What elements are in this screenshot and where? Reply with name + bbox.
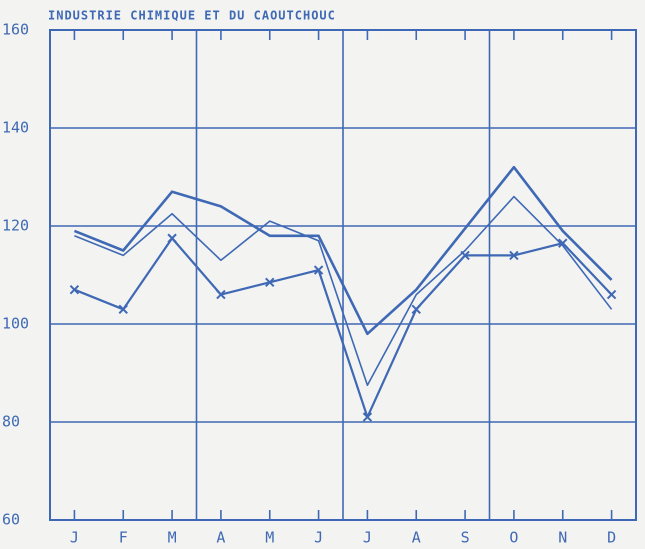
x-marker [265, 277, 275, 288]
x-tick-label: N [558, 529, 567, 547]
x-marker [118, 304, 128, 315]
x-tick-label: A [412, 529, 421, 547]
y-tick-label: 120 [2, 217, 29, 235]
x-tick-label: J [314, 529, 323, 547]
x-marker [216, 289, 226, 300]
series-line [74, 195, 613, 387]
x-marker [460, 250, 470, 261]
chart-title: INDUSTRIE CHIMIQUE ET DU CAOUTCHOUC [48, 9, 336, 23]
x-tick-label: J [70, 529, 79, 547]
x-tick-label: M [265, 529, 274, 547]
x-marker [411, 304, 421, 315]
x-marker [558, 238, 568, 248]
x-tick-label: M [168, 529, 177, 547]
y-tick-label: 160 [2, 21, 29, 39]
x-marker [606, 289, 617, 300]
series-line [73, 165, 613, 336]
x-marker [167, 233, 177, 243]
x-tick-label: S [461, 529, 470, 547]
x-tick-label: A [216, 529, 225, 547]
x-tick-label: D [607, 529, 616, 547]
x-marker [509, 250, 519, 261]
x-tick-label: J [363, 529, 372, 547]
x-tick-label: F [119, 529, 128, 547]
y-tick-label: 100 [2, 315, 29, 333]
x-tick-label: O [509, 529, 518, 547]
x-marker [362, 412, 373, 422]
y-tick-label: 80 [2, 413, 20, 431]
series-line [74, 237, 613, 419]
x-marker [313, 265, 324, 275]
x-marker [69, 284, 80, 295]
y-tick-label: 140 [2, 119, 29, 137]
y-tick-label: 60 [2, 511, 20, 529]
